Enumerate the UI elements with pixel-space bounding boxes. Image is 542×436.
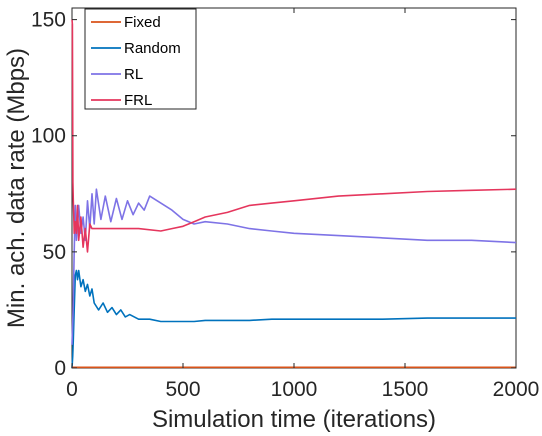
y-tick-label: 100	[31, 125, 66, 148]
y-tick-label: 150	[31, 9, 66, 32]
legend-label-rl: RL	[124, 66, 143, 83]
y-tick-label: 0	[54, 357, 66, 380]
legend: Fixed Random RL FRL	[84, 8, 197, 110]
x-tick-label: 500	[165, 378, 200, 401]
x-tick-label: 0	[66, 378, 78, 401]
legend-label-fixed: Fixed	[124, 14, 161, 31]
x-tick-label: 1500	[382, 378, 429, 401]
legend-label-random: Random	[124, 40, 181, 57]
legend-label-frl: FRL	[124, 92, 152, 109]
tick-layer: 0 500 1000 1500 2000 0 50 100 150	[31, 8, 539, 401]
legend-box	[84, 8, 197, 110]
series-line-random	[71, 269, 516, 369]
x-tick-label: 1000	[271, 378, 318, 401]
x-axis-label: Simulation time (iterations)	[152, 406, 436, 433]
x-tick-label: 2000	[493, 378, 540, 401]
series-line-frl	[71, 19, 517, 253]
y-tick-label: 50	[43, 241, 66, 264]
y-axis-label: Min. ach. data rate (Mbps)	[3, 48, 30, 328]
